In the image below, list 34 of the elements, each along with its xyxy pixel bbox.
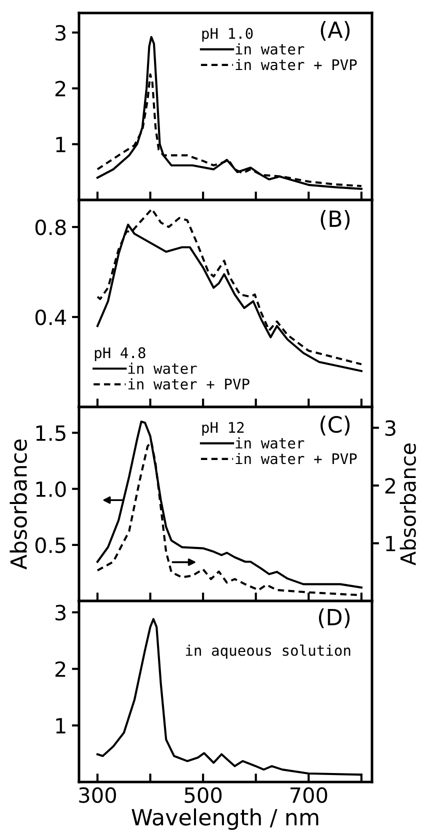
- y-tick-label: 1.0: [36, 481, 66, 498]
- x-axis-title: Wavelength / nm: [132, 808, 318, 830]
- y-tick-label: 1.5: [36, 426, 66, 442]
- y2-tick-label: 3: [385, 420, 396, 436]
- annotation: in aqueous solution: [186, 644, 350, 659]
- y-tick-label: 0.8: [35, 219, 66, 236]
- y-tick-label: 2: [55, 80, 66, 96]
- legend-title: pH 1.0: [202, 28, 253, 42]
- y-tick-label: 0.4: [35, 309, 66, 326]
- annotation: (C): [320, 416, 350, 436]
- annotation: (B): [320, 210, 350, 230]
- y-tick-label: 1: [56, 718, 66, 734]
- y-tick-label: 1: [56, 136, 66, 152]
- y-tick-label: 2: [55, 661, 66, 677]
- y-axis-title: Absorbance: [10, 440, 27, 570]
- legend-label: in water: [236, 437, 304, 449]
- y2-tick-label: 1: [386, 536, 396, 552]
- legend-label: in water + PVP: [236, 58, 357, 70]
- legend-label: in water + PVP: [128, 378, 250, 390]
- annotation: (A): [320, 20, 350, 41]
- legend-title: pH 12: [202, 422, 244, 436]
- x-tick-label: 700: [290, 787, 328, 803]
- annotation: (D): [318, 608, 350, 628]
- legend-label: in water: [236, 43, 304, 55]
- y-tick-label: 3: [56, 24, 66, 41]
- y-tick-label: 0.5: [35, 537, 66, 554]
- y2-tick-label: 2: [385, 478, 395, 494]
- legend-label: in water: [128, 362, 197, 374]
- y-tick-label: 3: [56, 604, 66, 621]
- y2-axis-title: Absorbance: [400, 444, 416, 566]
- x-tick-label: 300: [79, 787, 116, 803]
- x-tick-label: 500: [184, 787, 222, 803]
- legend-title: pH 4.8: [94, 347, 146, 362]
- legend-label: in water + PVP: [236, 452, 357, 464]
